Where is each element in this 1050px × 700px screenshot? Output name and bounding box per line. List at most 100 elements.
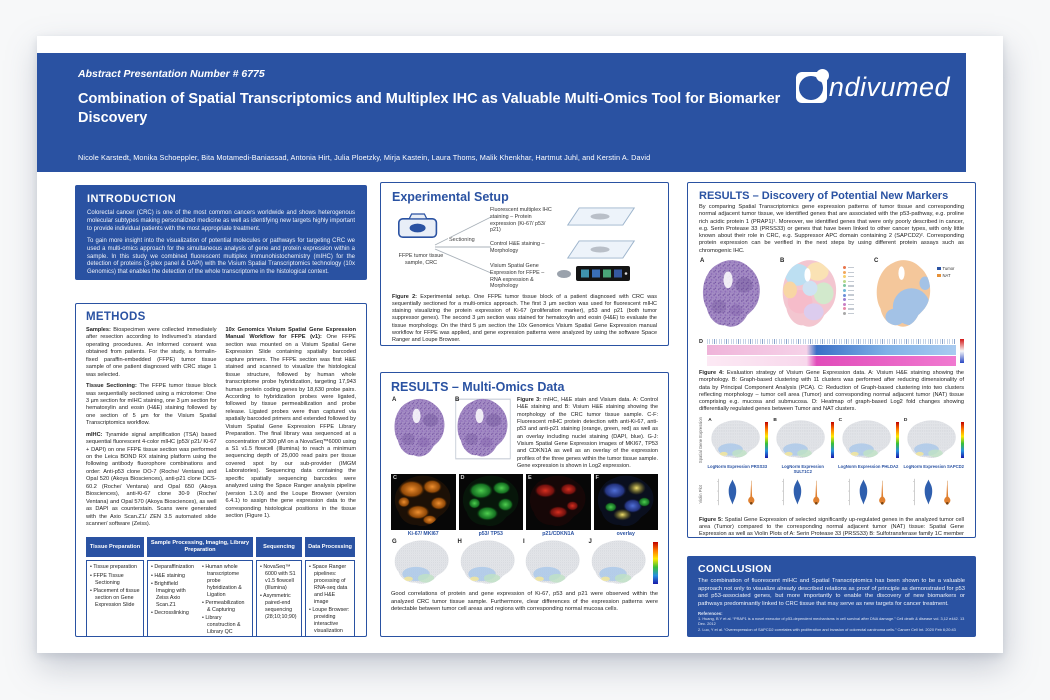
stain-label-ki67: Ki-67/ MKI67 (407, 531, 439, 538)
poster-title: Combination of Spatial Transcriptomics a… (78, 91, 781, 127)
experimental-setup-diagram: FFPE tumor tissue sample, CRC Sectioning… (392, 207, 657, 291)
panel-letter: D (460, 475, 465, 482)
rainbow-colorbar-icon (765, 421, 769, 458)
cluster-map-image: B (779, 258, 863, 336)
list-item: NovaSeq™ 6000 with S1 v1.5 flowcell (Ill… (260, 564, 298, 592)
workflow-table-header-2: Sample Processing, Imaging, Library Prep… (147, 537, 253, 558)
panel-letter: B (773, 417, 777, 423)
cluster-legend-item (843, 312, 854, 316)
sectioning-label: Sectioning (448, 237, 476, 243)
cluster-legend-item (843, 279, 854, 283)
workflow-table: Tissue Preparation Sample Processing, Im… (86, 537, 356, 636)
results-multiomics-heading: RESULTS – Multi-Omics Data (391, 380, 565, 394)
violin-plot-prss33 (708, 476, 768, 513)
microscope-slide-icon (567, 240, 635, 259)
lognorm-label-phlda2: LogNorm Expression PHLDA2 (838, 463, 899, 469)
experimental-setup-box: Experimental Setup FFPE tumor tissue sam… (380, 182, 669, 346)
figure3-caption: Figure 3: mIHC, H&E stain and Visium dat… (517, 397, 658, 469)
violin-axis-label: Violin Plot (698, 484, 703, 504)
rainbow-colorbar-icon (830, 421, 834, 458)
introduction-paragraph-2: To gain more insight into the visualizat… (87, 237, 355, 276)
list-item: Decrosslinking (151, 610, 198, 617)
list-item: Placement of tissue section on Gene Expr… (90, 588, 140, 609)
panel-letter: E (528, 475, 532, 482)
poster-sheet: Abstract Presentation Number # 6775 Comb… (37, 36, 1003, 653)
visium-he-image: A (699, 258, 769, 336)
panel-letter: H (457, 539, 462, 546)
legend-item-tumor: Tumor (937, 266, 954, 271)
results-multiomics-box: RESULTS – Multi-Omics Data A B Figure 3:… (380, 372, 669, 637)
results-discovery-box: RESULTS – Discovery of Potential New Mar… (687, 182, 976, 538)
branch-mihc: Fluorescent multiplex IHC staining – Pro… (490, 207, 552, 234)
spatial-expression-row: G H I J (391, 539, 658, 587)
list-item: Library construction & Library QC (202, 615, 249, 636)
list-item: Permeabilization & Capturing (202, 600, 249, 614)
panel-letter: B (455, 397, 460, 403)
panel-letter: A (700, 258, 705, 265)
list-item: Brightfield Imaging with Zeiss Axio Scan… (151, 581, 198, 609)
list-item: FFPE Tissue Sectioning (90, 573, 140, 587)
stain-labels-row: Ki-67/ MKI67 p53/ TP53 p21/CDKN1A overla… (391, 531, 658, 537)
methods-tissue-sectioning: Tissue Sectioning: The FFPE tumor tissue… (86, 383, 217, 427)
stain-label-overlay: overlay (616, 531, 635, 538)
list-item: Asymmetric paired-end sequencing (28;10;… (260, 593, 298, 621)
map-phlda2: C (838, 417, 899, 461)
methods-column-right: 10x Genomics Visium Spatial Gene Express… (226, 327, 357, 532)
legend-item-nat: NAT (937, 273, 954, 278)
ffpe-cassette-icon (398, 213, 438, 238)
indivumed-logo-text: ndivumed (828, 72, 950, 102)
conclusion-box: CONCLUSION The combination of fluorescen… (687, 556, 976, 637)
panel-letter: C (838, 417, 843, 423)
map-sult1c2: B (773, 417, 834, 461)
branch-visium: Visium Spatial Gene Expression for FFPE … (490, 263, 545, 290)
heatmap-colorbar-icon (960, 339, 964, 364)
violin-plot-row: Violin Plot (698, 476, 964, 513)
figure5-caption: Figure 5: Spatial Gene Expression of sel… (699, 516, 964, 538)
visium-slide-icon (576, 266, 630, 281)
tissue-section-icon (557, 270, 571, 278)
abstract-number: Abstract Presentation Number # 6775 (78, 68, 265, 80)
results-discovery-intro: By comparing Spatial Transcriptomics gen… (699, 204, 964, 254)
spatial-map-tp53: H (457, 539, 520, 587)
rainbow-colorbar-icon (895, 421, 899, 458)
cluster-legend (843, 258, 854, 336)
clustering-image-row: A B (699, 258, 964, 336)
figure2-caption: Figure 2: Experimental setup. One FFPE t… (392, 294, 657, 343)
mihc-image-overlay: F (593, 474, 658, 531)
cluster-legend-item (843, 298, 854, 302)
stain-label-p53: p53/ TP53 (478, 531, 503, 538)
list-item: H&E staining (151, 573, 198, 580)
cluster-legend-item (843, 302, 854, 306)
tumor-nat-legend: Tumor NAT (937, 258, 954, 336)
map-prss33: A (708, 418, 769, 461)
panel-letter: D (903, 417, 908, 423)
workflow-table-cell-1: Tissue preparation FFPE Tissue Sectionin… (86, 560, 144, 636)
methods-mihc: mIHC: Tyramide signal amplification (TSA… (86, 431, 217, 527)
spatial-axis-label: Spatial Gene Expression (698, 416, 703, 463)
spatial-map-overlay: J (588, 539, 651, 587)
results-discovery-heading: RESULTS – Discovery of Potential New Mar… (699, 190, 949, 202)
authors-line: Nicole Karstedt, Monika Schoeppler, Bita… (78, 153, 651, 162)
tumor-nat-map-image: C Tumor NAT (873, 258, 961, 336)
lognorm-label-prss33: LogNorm Expression PRSS33 (707, 463, 768, 469)
cluster-legend-item (843, 289, 854, 293)
workflow-table-cell-2: Deparaffinization H&E staining Brightfie… (147, 560, 253, 636)
sample-label: FFPE tumor tissue sample, CRC (398, 253, 444, 266)
heatmap-row: D (699, 339, 964, 367)
experimental-setup-heading: Experimental Setup (392, 190, 509, 204)
panel-letter: J (588, 539, 592, 546)
introduction-heading: INTRODUCTION (87, 193, 177, 205)
stain-label-p21: p21/CDKN1A (542, 531, 575, 538)
reference-1: 1. Huang, B Y et al. “PRAP1 is a novel e… (698, 616, 965, 627)
methods-text-columns: Samples: Biospecimen were collected imme… (86, 327, 356, 532)
gene-expression-map-row: Spatial Gene Expression A B C D (698, 416, 965, 463)
panel-letter: F (595, 475, 599, 482)
spatial-map-cdkn1a: I (522, 539, 585, 587)
indivumed-logo-icon (795, 69, 829, 103)
he-image-a: A (391, 397, 449, 461)
panel-letter: A (392, 397, 397, 403)
list-item: Human whole transcriptome probe hybridiz… (202, 564, 249, 598)
figure4-caption: Figure 4: Evaluation strategy of Visium … (699, 370, 964, 413)
cluster-legend-item (843, 293, 854, 297)
panel-letter: C (874, 258, 879, 265)
